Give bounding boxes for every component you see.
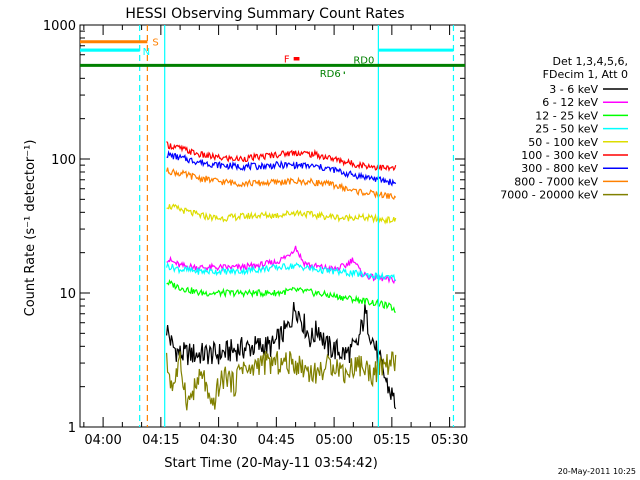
legend-label: 6 - 12 keV <box>542 96 598 109</box>
chart-title: HESSI Observing Summary Count Rates <box>125 6 404 22</box>
legend-label: 800 - 7000 keV <box>514 175 598 188</box>
plot-frame <box>79 24 466 428</box>
legend-label: 3 - 6 keV <box>549 83 598 96</box>
series-group <box>166 141 397 411</box>
y-tick-label: 1 <box>68 421 76 436</box>
series-line <box>166 301 397 410</box>
series-line <box>166 278 396 313</box>
x-axis: 04:00 04:15 04:30 04:45 05:00 05:15 05:30 <box>83 25 468 448</box>
legend-label: 100 - 300 keV <box>521 149 598 162</box>
legend-header-line-1: Det 1,3,4,5,6, <box>552 55 628 68</box>
series-line <box>166 141 397 172</box>
legend-label: 7000 - 20000 keV <box>500 189 598 202</box>
flag-label-f: F <box>284 55 290 66</box>
x-tick-label: 05:15 <box>373 433 410 448</box>
series-line <box>166 203 397 225</box>
x-tick-label: 05:00 <box>315 433 352 448</box>
x-axis-label: Start Time (20-May-11 03:54:42) <box>164 456 378 471</box>
y-axis-label: Count Rate (s⁻¹ detector⁻¹) <box>23 140 38 317</box>
x-tick-label: 04:30 <box>200 433 237 448</box>
legend-header-line-2: FDecim 1, Att 0 <box>543 68 628 81</box>
x-tick-label: 04:00 <box>84 433 121 448</box>
legend-label: 300 - 800 keV <box>521 162 598 175</box>
series-line <box>166 149 397 187</box>
legend-label: 25 - 50 keV <box>535 123 598 136</box>
x-tick-label: 05:30 <box>431 433 468 448</box>
flags-group: SN F RD6 RD0 <box>80 25 465 427</box>
flag-label-n: N <box>143 47 150 58</box>
legend-label: 12 - 25 keV <box>535 109 598 122</box>
series-line <box>166 261 396 282</box>
x-tick-label: 04:45 <box>258 433 295 448</box>
series-line <box>166 167 397 200</box>
legend: Det 1,3,4,5,6, FDecim 1, Att 0 3 - 6 keV… <box>500 55 628 202</box>
flag-label-rd0: RD0 <box>353 55 374 66</box>
y-tick-label: 1000 <box>43 19 76 34</box>
x-tick-label: 04:15 <box>142 433 179 448</box>
footer-timestamp: 20-May-2011 10:25 <box>558 467 636 476</box>
flag-label-s: S <box>152 38 158 49</box>
flag-label-rd6: RD6 <box>320 69 341 80</box>
plot-area <box>79 24 466 428</box>
y-tick-label: 100 <box>51 153 76 168</box>
series-line <box>166 350 397 411</box>
legend-label: 50 - 100 keV <box>528 136 598 149</box>
y-tick-label: 10 <box>59 287 76 302</box>
y-axis: 1 10 100 1000 <box>43 19 465 436</box>
